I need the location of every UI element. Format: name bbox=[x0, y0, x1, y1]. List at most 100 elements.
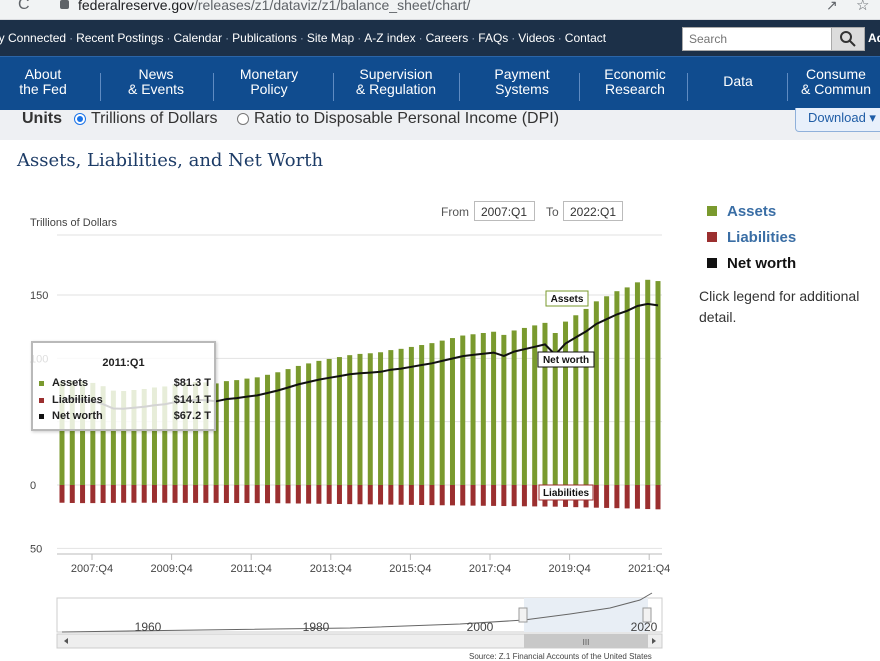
bar-assets[interactable] bbox=[367, 353, 373, 485]
main-nav-item-data[interactable]: Data bbox=[678, 74, 798, 89]
bar-liabilities[interactable] bbox=[480, 485, 486, 506]
bar-assets[interactable] bbox=[203, 382, 209, 485]
bar-assets[interactable] bbox=[542, 322, 548, 485]
bar-liabilities[interactable] bbox=[110, 485, 116, 503]
bar-liabilities[interactable] bbox=[80, 485, 86, 504]
share-icon[interactable]: ↗ bbox=[826, 0, 838, 13]
bar-liabilities[interactable] bbox=[244, 485, 250, 503]
utility-link-publications[interactable]: Publications bbox=[232, 31, 297, 45]
main-nav-item-about[interactable]: About the Fed bbox=[0, 67, 103, 97]
bar-assets[interactable] bbox=[604, 296, 610, 485]
bar-assets[interactable] bbox=[614, 291, 620, 485]
bar-assets[interactable] bbox=[131, 390, 137, 485]
bar-assets[interactable] bbox=[532, 325, 538, 485]
bar-assets[interactable] bbox=[336, 357, 342, 485]
bar-liabilities[interactable] bbox=[624, 485, 630, 509]
main-nav-item-economic[interactable]: Economic Research bbox=[575, 67, 695, 97]
main-nav-item-news[interactable]: News & Events bbox=[96, 67, 216, 97]
main-nav-item-monetary[interactable]: Monetary Policy bbox=[209, 67, 329, 97]
advanced-search-link[interactable]: Ad bbox=[868, 31, 880, 45]
bar-assets[interactable] bbox=[552, 333, 558, 485]
bar-assets[interactable] bbox=[439, 340, 445, 485]
bar-liabilities[interactable] bbox=[449, 485, 455, 506]
legend-item-net-worth[interactable]: Net worth bbox=[707, 250, 796, 276]
bar-assets[interactable] bbox=[408, 346, 414, 485]
bar-assets[interactable] bbox=[460, 335, 466, 485]
bar-liabilities[interactable] bbox=[398, 485, 404, 505]
main-nav-item-payment[interactable]: Payment Systems bbox=[462, 67, 582, 97]
bar-assets[interactable] bbox=[470, 334, 476, 485]
bar-assets[interactable] bbox=[172, 384, 178, 485]
utility-link-calendar[interactable]: Calendar bbox=[173, 31, 223, 45]
address-bar[interactable]: federalreserve.gov/releases/z1/dataviz/z… bbox=[78, 0, 470, 13]
bar-assets[interactable] bbox=[69, 380, 75, 485]
bar-liabilities[interactable] bbox=[59, 485, 65, 503]
reload-icon[interactable]: C bbox=[18, 0, 30, 13]
units-option-trillions[interactable]: Trillions of Dollars bbox=[74, 110, 218, 128]
bar-assets[interactable] bbox=[316, 360, 322, 485]
bar-assets[interactable] bbox=[429, 343, 435, 485]
bar-liabilities[interactable] bbox=[614, 485, 620, 509]
bar-assets[interactable] bbox=[357, 353, 363, 485]
bar-liabilities[interactable] bbox=[141, 485, 147, 503]
bar-assets[interactable] bbox=[593, 301, 599, 485]
bar-assets[interactable] bbox=[213, 383, 219, 485]
bar-liabilities[interactable] bbox=[306, 485, 312, 504]
bar-liabilities[interactable] bbox=[655, 485, 661, 510]
bar-assets[interactable] bbox=[234, 380, 240, 485]
bar-liabilities[interactable] bbox=[491, 485, 497, 506]
radio-unchecked-icon[interactable] bbox=[237, 113, 249, 125]
utility-link-faqs[interactable]: FAQs bbox=[478, 31, 509, 45]
bar-assets[interactable] bbox=[285, 369, 291, 485]
bar-liabilities[interactable] bbox=[162, 485, 168, 503]
bar-liabilities[interactable] bbox=[460, 485, 466, 506]
bar-liabilities[interactable] bbox=[285, 485, 291, 504]
bar-assets[interactable] bbox=[223, 381, 229, 485]
bar-liabilities[interactable] bbox=[121, 485, 127, 503]
bar-liabilities[interactable] bbox=[367, 485, 373, 505]
bar-assets[interactable] bbox=[151, 387, 157, 485]
bar-liabilities[interactable] bbox=[131, 485, 137, 503]
bar-assets[interactable] bbox=[306, 363, 312, 485]
scroll-left-arrow-icon[interactable] bbox=[64, 638, 68, 644]
bar-liabilities[interactable] bbox=[182, 485, 188, 503]
bar-assets[interactable] bbox=[141, 388, 147, 485]
to-input[interactable]: 2022:Q1 bbox=[563, 201, 623, 221]
navigator-handle-right[interactable] bbox=[642, 607, 652, 623]
bar-assets[interactable] bbox=[254, 377, 260, 485]
bar-liabilities[interactable] bbox=[378, 485, 384, 505]
utility-link-ay-connected[interactable]: ay Connected bbox=[0, 31, 67, 45]
bar-assets[interactable] bbox=[378, 352, 384, 485]
bar-liabilities[interactable] bbox=[347, 485, 353, 505]
bar-assets[interactable] bbox=[59, 381, 65, 485]
navigator-scrollbar-thumb[interactable] bbox=[524, 634, 648, 648]
bar-liabilities[interactable] bbox=[265, 485, 271, 504]
bar-liabilities[interactable] bbox=[388, 485, 394, 505]
bar-assets[interactable] bbox=[265, 374, 271, 485]
bar-assets[interactable] bbox=[419, 345, 425, 485]
utility-link-videos[interactable]: Videos bbox=[518, 31, 555, 45]
bar-liabilities[interactable] bbox=[470, 485, 476, 506]
bar-liabilities[interactable] bbox=[223, 485, 229, 503]
bar-assets[interactable] bbox=[162, 386, 168, 485]
bookmark-star-icon[interactable]: ☆ bbox=[856, 0, 870, 14]
utility-link-site-map[interactable]: Site Map bbox=[306, 31, 355, 45]
bar-assets[interactable] bbox=[491, 331, 497, 485]
bar-assets[interactable] bbox=[347, 355, 353, 485]
bar-assets[interactable] bbox=[275, 372, 281, 485]
chart-bars[interactable] bbox=[59, 279, 661, 510]
legend-item-liabilities[interactable]: Liabilities bbox=[707, 224, 796, 250]
units-option-ratio-dpi[interactable]: Ratio to Disposable Personal Income (DPI… bbox=[237, 110, 559, 128]
bar-liabilities[interactable] bbox=[604, 485, 610, 508]
bar-liabilities[interactable] bbox=[511, 485, 517, 507]
bar-assets[interactable] bbox=[521, 327, 527, 485]
bar-liabilities[interactable] bbox=[532, 485, 538, 507]
legend-item-assets[interactable]: Assets bbox=[707, 198, 796, 224]
radio-checked-icon[interactable] bbox=[74, 113, 86, 125]
bar-liabilities[interactable] bbox=[151, 485, 157, 503]
bar-liabilities[interactable] bbox=[645, 485, 651, 510]
bar-assets[interactable] bbox=[449, 338, 455, 485]
search-input[interactable] bbox=[682, 27, 832, 51]
bar-liabilities[interactable] bbox=[275, 485, 281, 504]
bar-assets[interactable] bbox=[624, 287, 630, 485]
